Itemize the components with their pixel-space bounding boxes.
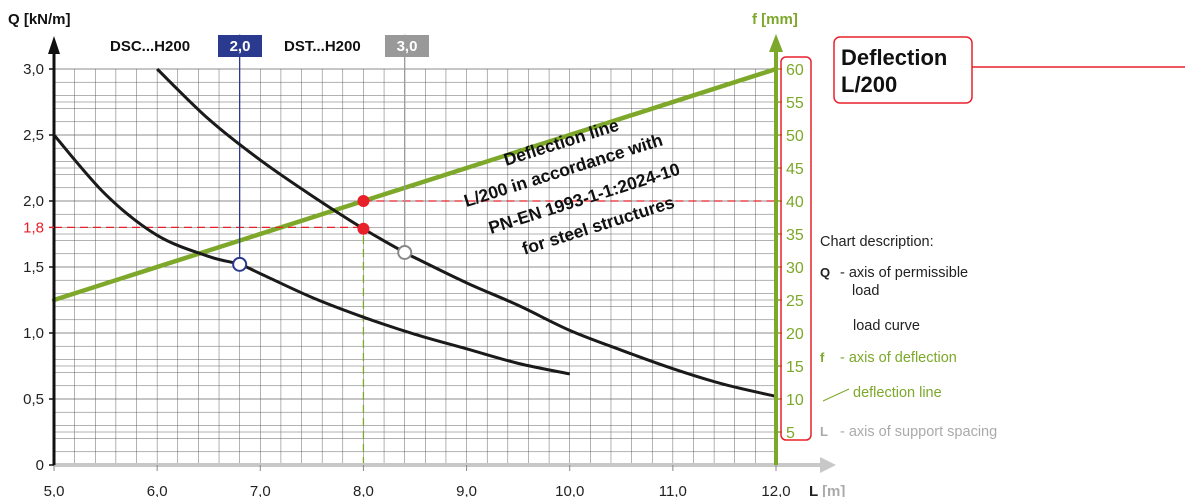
f-tick-label: 10 xyxy=(786,392,804,409)
y-tick-label: 3,0 xyxy=(23,61,44,78)
f-tick-label: 30 xyxy=(786,260,804,277)
x-tick-label: 9,0 xyxy=(456,483,477,497)
f-tick-label: 50 xyxy=(786,128,804,145)
series-label-dsc: DSC...H200 xyxy=(110,38,190,55)
legend-load-curve: load curve xyxy=(853,318,920,334)
guide-lines xyxy=(54,34,776,465)
x-tick-label: 6,0 xyxy=(147,483,168,497)
x-tick-label: 7,0 xyxy=(250,483,271,497)
y-axis-arrow xyxy=(48,36,60,54)
series-label-dst: DST...H200 xyxy=(284,38,361,55)
legend-q-text2: load xyxy=(852,283,880,299)
badge-dsc-value: 2,0 xyxy=(230,38,251,55)
deflection-line xyxy=(51,66,779,303)
marker-3 xyxy=(357,195,370,207)
x-tick-label: 11,0 xyxy=(659,483,687,497)
x-tick-label: 8,0 xyxy=(353,483,374,497)
title-box xyxy=(833,36,973,104)
y-tick-label: 0,5 xyxy=(23,391,44,408)
y-tick-label: 2,5 xyxy=(23,127,44,144)
legend-l-text: - axis of support spacing xyxy=(840,424,998,440)
legend-q-text: - axis of permissible xyxy=(840,265,969,281)
y-tick-label: 1,5 xyxy=(23,259,44,276)
legend-f-text: - axis of deflection xyxy=(840,350,957,366)
f-tick-label: 55 xyxy=(786,95,804,112)
deflection-line-group xyxy=(51,66,779,303)
legend-f-symbol: f xyxy=(820,350,825,365)
marker-0 xyxy=(232,256,248,272)
title-line-2: L/200 xyxy=(841,72,897,97)
badge-dsc xyxy=(218,35,262,57)
f-tick-label: 35 xyxy=(786,227,804,244)
badge-dst xyxy=(385,35,429,57)
legend-l-symbol: L xyxy=(820,424,828,439)
chart-axes: 5,0 6,0 7,0 8,0 9,0 10,0 11,0 12,0 0 0,5 1,0 1,5 2,0… xyxy=(23,34,836,497)
f-tick-frame xyxy=(780,56,812,441)
x-tick-label: 12,0 xyxy=(761,483,790,497)
f-tick-label: 5 xyxy=(786,425,795,442)
load-curve-dsc xyxy=(52,134,571,376)
marker-2 xyxy=(357,222,370,235)
title-line-1: Deflection xyxy=(841,45,947,70)
legend-q-symbol: Q xyxy=(820,265,831,280)
y-tick-label: 1,0 xyxy=(23,325,44,342)
load-curve-dst xyxy=(156,67,777,398)
x-tick-label: 5,0 xyxy=(44,483,65,497)
f-tick-label: 40 xyxy=(786,194,804,211)
badge-dst-value: 3,0 xyxy=(397,38,418,55)
y-tick-label: 0 xyxy=(36,457,44,474)
load-curves xyxy=(52,67,777,398)
marker-1 xyxy=(397,244,413,260)
f-tick-label: 60 xyxy=(786,62,804,79)
f-axis-arrow xyxy=(769,34,783,52)
y-axis-label: Q [kN/m] xyxy=(8,11,71,28)
f-axis-label: f [mm] xyxy=(752,11,798,28)
deflection-line-icon xyxy=(822,388,850,402)
legend-deflection-line: deflection line xyxy=(853,385,942,401)
x-axis-arrow xyxy=(820,457,836,473)
y-tick-label: 2,0 xyxy=(23,193,44,210)
f-tick-label: 45 xyxy=(786,161,804,178)
f-tick-label: 25 xyxy=(786,293,804,310)
data-markers xyxy=(232,195,413,272)
x-axis-label: L [m] xyxy=(809,483,845,497)
f-tick-label: 20 xyxy=(786,326,804,343)
x-tick-label: 10,0 xyxy=(555,483,584,497)
f-tick-label: 15 xyxy=(786,359,804,376)
legend-heading: Chart description: xyxy=(820,234,934,250)
y-tick-label-highlight: 1,8 xyxy=(23,219,44,236)
chart-grid xyxy=(54,68,776,465)
